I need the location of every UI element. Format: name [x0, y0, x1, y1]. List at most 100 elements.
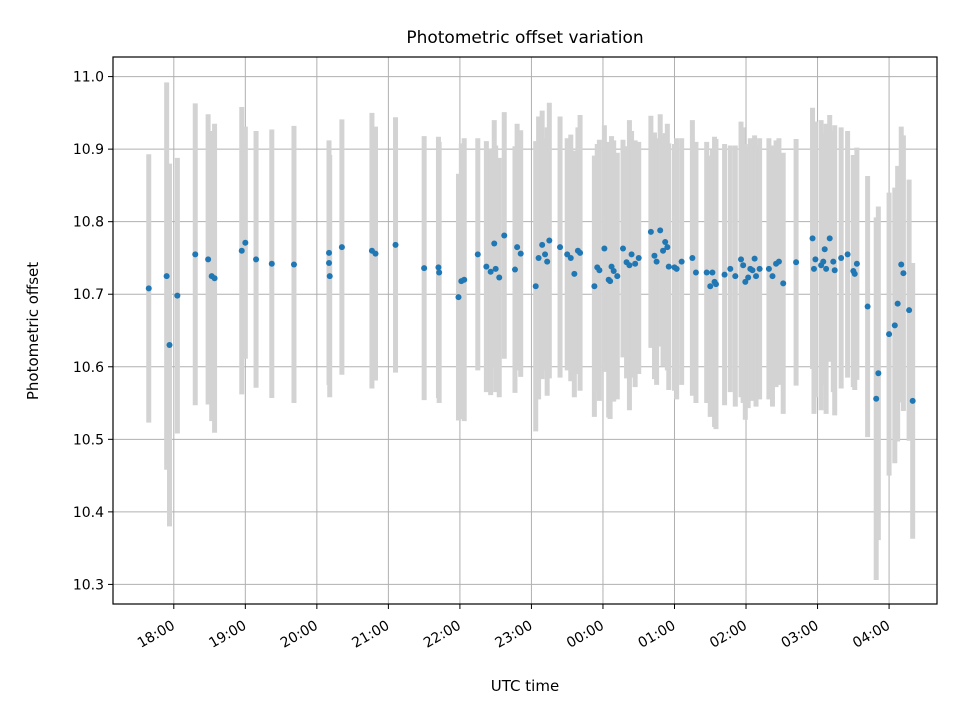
data-point [532, 283, 539, 290]
data-point [738, 256, 745, 263]
data-point [753, 273, 760, 280]
y-tick-label: 10.6 [73, 360, 104, 376]
data-point [238, 247, 245, 254]
data-point [838, 254, 845, 261]
data-point [496, 274, 503, 281]
data-point [487, 268, 494, 275]
data-point [749, 267, 756, 274]
data-point [539, 241, 546, 248]
data-point [392, 241, 399, 248]
y-tick-label: 10.7 [73, 287, 104, 303]
data-point [242, 239, 249, 246]
data-point [205, 256, 212, 263]
data-point [514, 244, 521, 251]
data-point [769, 273, 776, 280]
data-point [326, 249, 333, 256]
data-point [290, 261, 297, 268]
data-point [823, 265, 830, 272]
data-point [831, 267, 838, 274]
data-point [657, 227, 664, 234]
data-point [421, 265, 428, 272]
data-point [647, 228, 654, 235]
data-point [372, 250, 379, 257]
data-point [619, 245, 626, 252]
data-point [596, 267, 603, 274]
data-point [326, 260, 333, 267]
data-point [751, 255, 758, 262]
data-point [544, 258, 551, 265]
y-tick-label: 10.5 [73, 432, 104, 448]
data-point [844, 251, 851, 258]
data-point [651, 252, 658, 259]
data-point [163, 273, 170, 280]
data-point [853, 260, 860, 267]
data-point [906, 307, 913, 314]
data-point [511, 266, 518, 273]
data-point [689, 254, 696, 261]
data-point [491, 240, 498, 247]
data-point [628, 251, 635, 258]
data-point [820, 258, 827, 265]
data-point [673, 265, 680, 272]
data-point [709, 269, 716, 276]
data-point [660, 247, 667, 254]
data-point [875, 370, 882, 377]
data-point [192, 251, 199, 258]
data-point [826, 235, 833, 242]
data-point [664, 244, 671, 251]
data-point [483, 263, 490, 270]
data-point [632, 260, 639, 267]
data-point [742, 278, 749, 285]
data-point [653, 258, 660, 265]
data-point [326, 273, 333, 280]
data-point [542, 251, 549, 258]
data-point [793, 259, 800, 266]
data-point [830, 258, 837, 265]
data-point [891, 322, 898, 329]
data-point [474, 251, 481, 258]
y-tick-label: 11.0 [73, 70, 104, 86]
data-point [707, 283, 714, 290]
data-point [821, 246, 828, 253]
data-point [756, 265, 763, 272]
data-point [900, 270, 907, 277]
data-point [732, 273, 739, 280]
data-point [166, 342, 173, 349]
data-point [692, 269, 699, 276]
data-point [721, 271, 728, 278]
data-point [909, 397, 916, 404]
data-point [501, 232, 508, 239]
data-point [455, 294, 462, 301]
data-point [517, 250, 524, 257]
data-point [571, 270, 578, 277]
data-point [810, 265, 817, 272]
data-point [662, 238, 669, 245]
data-point [567, 254, 574, 261]
data-point [678, 258, 685, 265]
data-point [268, 260, 275, 267]
data-point [338, 244, 345, 251]
data-point [873, 395, 880, 402]
data-point [809, 235, 816, 242]
data-point [435, 264, 442, 271]
data-point [703, 269, 710, 276]
data-point [765, 265, 772, 272]
data-point [712, 281, 719, 288]
data-point [577, 249, 584, 256]
data-point [740, 262, 747, 269]
y-tick-label: 10.8 [73, 215, 104, 231]
plot-area-frame [112, 56, 938, 605]
data-point [898, 261, 905, 268]
data-point [535, 254, 542, 261]
x-axis-title: UTC time [491, 677, 559, 695]
data-point [174, 292, 181, 299]
chart-title: Photometric offset variation [406, 28, 643, 48]
data-point [546, 237, 553, 244]
data-point [610, 268, 617, 275]
y-tick-label: 10.9 [73, 142, 104, 158]
data-point [864, 303, 871, 310]
y-tick-label: 10.4 [73, 505, 104, 521]
data-point [145, 285, 152, 292]
data-points [145, 227, 916, 404]
